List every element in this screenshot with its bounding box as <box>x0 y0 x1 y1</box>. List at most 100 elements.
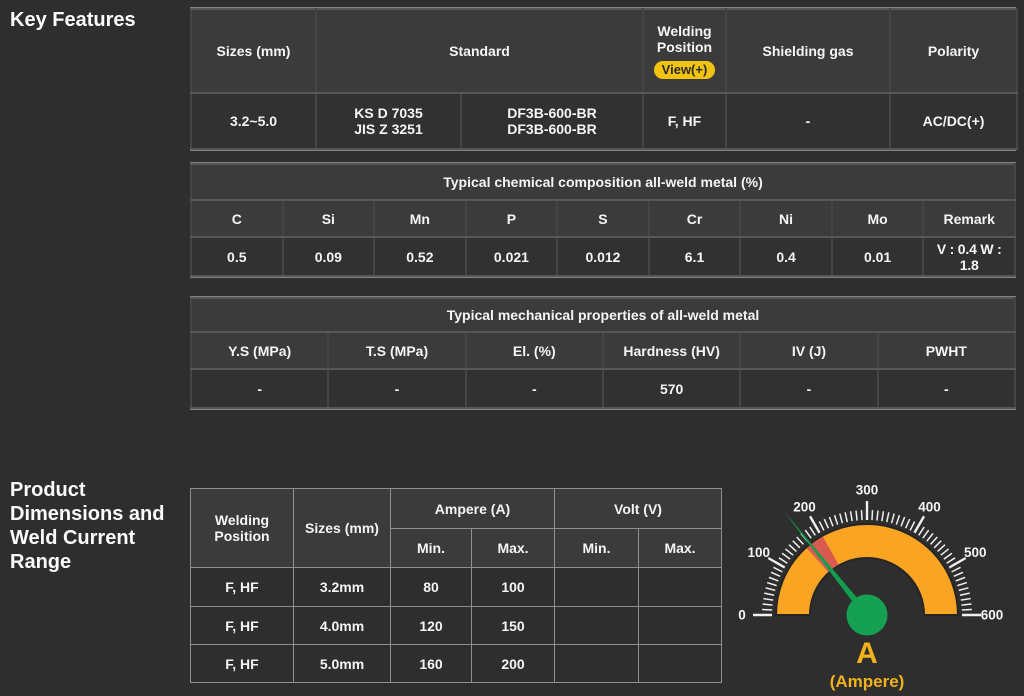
mech-val-hardness: 570 <box>601 368 742 409</box>
cur-col-ampere: Ampere (A) <box>390 488 555 529</box>
spec-col-shielding-gas: Shielding gas <box>725 8 891 94</box>
cur-col-ampere-min: Min. <box>390 528 472 568</box>
chem-val-mn: 0.52 <box>373 236 467 277</box>
cur-amin-1: 80 <box>390 567 472 607</box>
cur-vmin-3 <box>554 644 639 683</box>
chem-val-s: 0.012 <box>556 236 650 277</box>
spec-shielding-gas-value: - <box>725 92 891 150</box>
cur-amin-3: 160 <box>390 644 472 683</box>
cur-position-1: F, HF <box>190 567 294 607</box>
chem-col-si: Si <box>281 199 376 238</box>
cur-col-volt-max: Max. <box>638 528 722 568</box>
ampere-gauge-svg: 0 100 200 300 400 500 600 <box>738 483 1003 636</box>
svg-text:0: 0 <box>738 608 746 623</box>
table-row: F, HF 5.0mm 160 200 <box>190 644 722 683</box>
standard-name-1: DF3B-600-BR <box>507 105 597 121</box>
mechanical-table-title: Typical mechanical properties of all-wel… <box>190 297 1016 333</box>
cur-amax-1: 100 <box>471 567 555 607</box>
cur-position-2: F, HF <box>190 606 294 645</box>
chem-col-cr: Cr <box>647 199 742 238</box>
chemical-table: Typical chemical composition all-weld me… <box>190 162 1016 278</box>
spec-standard-codes: KS D 7035 JIS Z 3251 <box>315 92 462 150</box>
cur-vmin-1 <box>554 567 639 607</box>
standard-name-2: DF3B-600-BR <box>507 121 597 137</box>
cur-vmax-2 <box>638 606 722 645</box>
mech-val-ts: - <box>327 368 467 409</box>
svg-text:100: 100 <box>747 545 770 560</box>
cur-size-3: 5.0mm <box>293 644 391 683</box>
chem-col-mn: Mn <box>373 199 467 238</box>
mechanical-table: Typical mechanical properties of all-wel… <box>189 296 1017 410</box>
mech-col-ys: Y.S (MPa) <box>189 331 330 370</box>
view-plus-badge[interactable]: View(+) <box>653 61 716 79</box>
mech-val-iv: - <box>739 368 879 409</box>
cur-vmin-2 <box>554 606 639 645</box>
spec-col-polarity: Polarity <box>889 8 1018 94</box>
spec-welding-position-value: F, HF <box>642 92 727 150</box>
current-range-table: Welding Position Sizes (mm) Ampere (A) V… <box>190 488 722 683</box>
cur-position-3: F, HF <box>190 644 294 683</box>
cur-vmax-1 <box>638 567 722 607</box>
chem-col-p: P <box>464 199 559 238</box>
standard-code-2: JIS Z 3251 <box>354 121 423 137</box>
cur-col-volt: Volt (V) <box>554 488 722 529</box>
svg-text:500: 500 <box>964 545 987 560</box>
mech-col-iv: IV (J) <box>739 331 879 370</box>
spec-col-sizes: Sizes (mm) <box>190 8 317 94</box>
key-features-heading: Key Features <box>10 9 136 31</box>
chem-col-mo: Mo <box>830 199 925 238</box>
chem-val-si: 0.09 <box>281 236 376 277</box>
cur-col-volt-min: Min. <box>554 528 639 568</box>
mech-val-ys: - <box>189 368 330 409</box>
chem-col-remark: Remark <box>922 199 1016 238</box>
gauge-unit-text: A <box>856 637 878 670</box>
gauge-tick-labels: 0 100 200 300 400 500 600 <box>738 483 1003 623</box>
svg-text:600: 600 <box>981 608 1004 623</box>
chemical-table-title: Typical chemical composition all-weld me… <box>190 163 1016 201</box>
cur-amin-2: 120 <box>390 606 472 645</box>
ampere-gauge: 0 100 200 300 400 500 600 A (Ampere) <box>738 478 1024 696</box>
spec-standard-names: DF3B-600-BR DF3B-600-BR <box>460 92 644 150</box>
mech-col-el: El. (%) <box>464 331 604 370</box>
mech-col-pwht: PWHT <box>876 331 1017 370</box>
svg-text:400: 400 <box>918 499 941 514</box>
chem-val-ni: 0.4 <box>739 236 833 277</box>
gauge-hub <box>846 594 888 636</box>
chem-col-ni: Ni <box>739 199 833 238</box>
spec-sizes-value: 3.2~5.0 <box>190 92 317 150</box>
cur-col-welding-position: Welding Position <box>190 488 294 568</box>
cur-amax-2: 150 <box>471 606 555 645</box>
gauge-needle <box>784 512 870 618</box>
svg-text:300: 300 <box>856 483 879 498</box>
standard-code-1: KS D 7035 <box>354 105 423 121</box>
spec-col-standard: Standard <box>315 8 644 94</box>
gauge-unit-label: (Ampere) <box>829 672 905 691</box>
cur-size-1: 3.2mm <box>293 567 391 607</box>
mech-col-hardness: Hardness (HV) <box>601 331 742 370</box>
cur-col-ampere-max: Max. <box>471 528 555 568</box>
chem-val-mo: 0.01 <box>830 236 925 277</box>
mech-col-ts: T.S (MPa) <box>327 331 467 370</box>
cur-size-2: 4.0mm <box>293 606 391 645</box>
chem-val-c: 0.5 <box>190 236 284 277</box>
product-dimensions-heading: Product Dimensions and Weld Current Rang… <box>10 479 165 573</box>
cur-vmax-3 <box>638 644 722 683</box>
spec-table: Sizes (mm) Standard Welding Position Vie… <box>190 7 1018 151</box>
table-row: F, HF 4.0mm 120 150 <box>190 606 722 645</box>
mech-val-el: - <box>464 368 604 409</box>
chem-val-p: 0.021 <box>464 236 559 277</box>
cur-col-sizes: Sizes (mm) <box>293 488 391 568</box>
chem-val-cr: 6.1 <box>647 236 742 277</box>
chem-col-c: C <box>190 199 284 238</box>
spec-polarity-value: AC/DC(+) <box>889 92 1018 150</box>
gauge-ticks <box>753 501 981 617</box>
gauge-highlight-band <box>806 536 839 572</box>
welding-position-label: Welding Position <box>656 23 713 55</box>
cur-amax-3: 200 <box>471 644 555 683</box>
svg-text:200: 200 <box>793 499 816 514</box>
chem-col-s: S <box>556 199 650 238</box>
spec-col-welding-position: Welding Position View(+) <box>642 8 727 94</box>
table-row: F, HF 3.2mm 80 100 <box>190 567 722 607</box>
mech-val-pwht: - <box>876 368 1017 409</box>
